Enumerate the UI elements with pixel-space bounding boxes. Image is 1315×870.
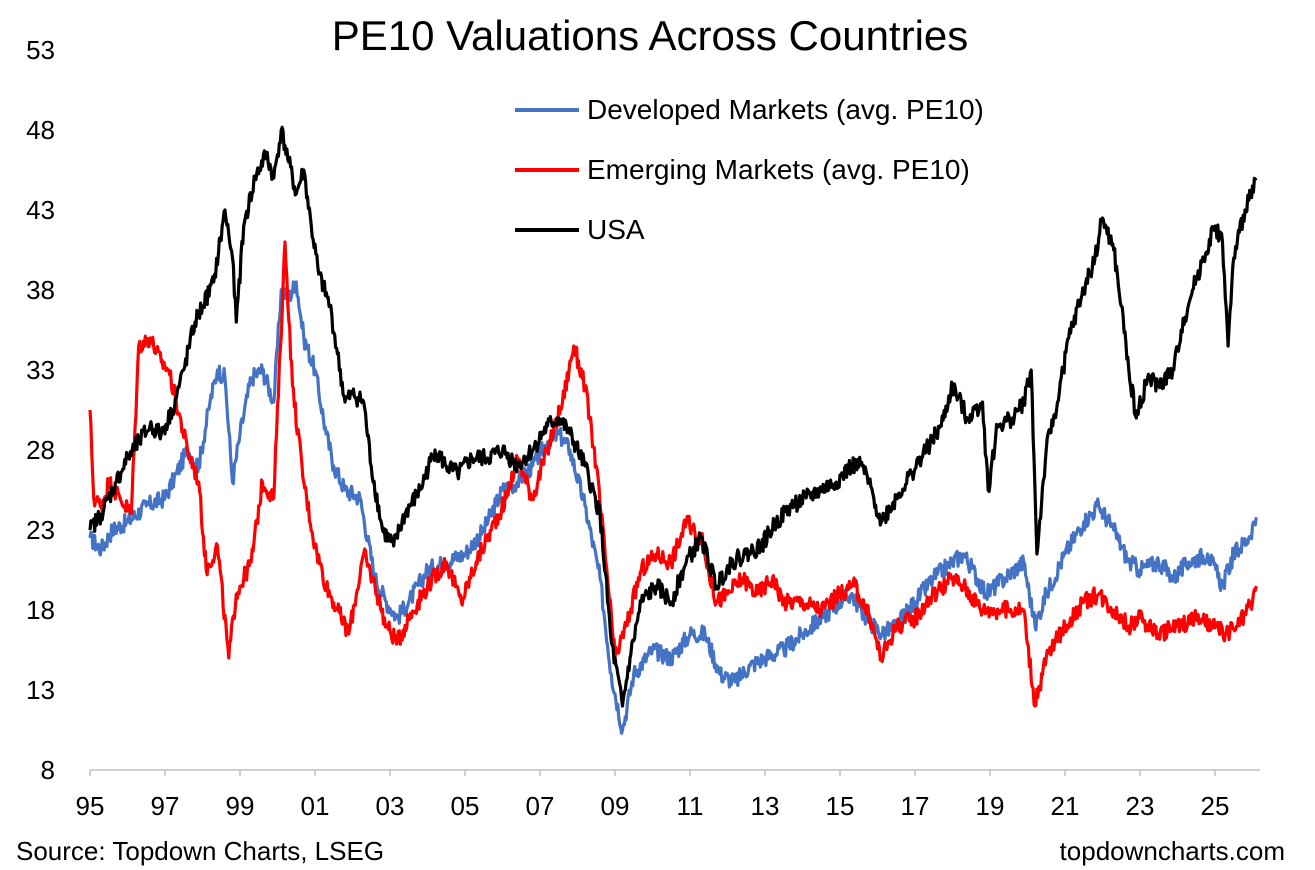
legend-swatch-emerging — [515, 168, 579, 172]
x-tick-label: 23 — [1126, 791, 1155, 821]
x-tick-label: 99 — [226, 791, 255, 821]
legend-item-usa: USA — [515, 214, 645, 245]
x-tick-label: 25 — [1201, 791, 1230, 821]
y-tick-label: 8 — [41, 755, 55, 785]
legend-item-emerging: Emerging Markets (avg. PE10) — [515, 154, 970, 185]
legend-swatch-developed — [515, 108, 579, 112]
chart-title: PE10 Valuations Across Countries — [331, 12, 969, 59]
brand-url: topdowncharts.com — [1059, 836, 1285, 866]
y-tick-label: 48 — [26, 115, 55, 145]
legend-label-developed: Developed Markets (avg. PE10) — [587, 94, 984, 125]
x-tick-label: 03 — [376, 791, 405, 821]
series-usa-line — [88, 125, 1258, 708]
x-tick-label: 97 — [151, 791, 180, 821]
x-tick-label: 19 — [976, 791, 1005, 821]
series-developed-line — [88, 280, 1258, 735]
x-tick-label: 05 — [451, 791, 480, 821]
x-tick-label: 13 — [751, 791, 780, 821]
y-tick-label: 33 — [26, 355, 55, 385]
legend-item-developed: Developed Markets (avg. PE10) — [515, 94, 984, 125]
y-tick-label: 23 — [26, 515, 55, 545]
x-tick-label: 15 — [826, 791, 855, 821]
y-tick-label: 13 — [26, 675, 55, 705]
y-tick-label: 38 — [26, 275, 55, 305]
x-tick-label: 11 — [677, 791, 704, 821]
legend-swatch-usa — [515, 228, 579, 232]
y-tick-label: 28 — [26, 435, 55, 465]
x-tick-label: 07 — [526, 791, 555, 821]
axes: 8 13 18 23 28 33 38 43 48 53 95 97 99 01 03 05 07 09 11 13 1… — [26, 35, 1260, 821]
legend-label-emerging: Emerging Markets (avg. PE10) — [587, 154, 970, 185]
y-tick-label: 53 — [26, 35, 55, 65]
y-tick-label: 18 — [26, 595, 55, 625]
source-note: Source: Topdown Charts, LSEG — [16, 836, 385, 866]
legend-label-usa: USA — [587, 214, 645, 245]
series-lines — [88, 125, 1258, 735]
y-tick-label: 43 — [26, 195, 55, 225]
x-tick-label: 95 — [76, 791, 105, 821]
x-tick-label: 09 — [601, 791, 630, 821]
x-tick-label: 17 — [901, 791, 930, 821]
x-tick-label: 21 — [1051, 791, 1080, 821]
x-tick-label: 01 — [301, 791, 330, 821]
series-emerging-line — [88, 240, 1258, 708]
